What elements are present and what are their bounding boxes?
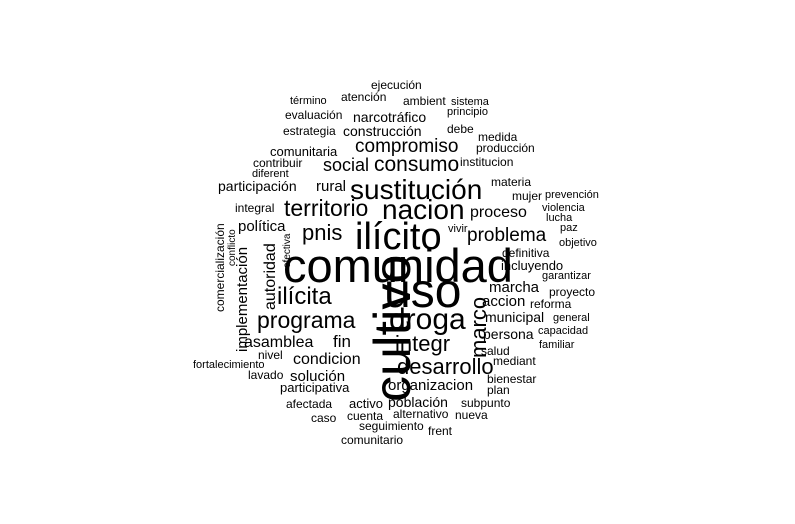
word-materia: materia — [491, 175, 532, 189]
word-accion: accion — [482, 293, 526, 310]
word-pnis: pnis — [302, 220, 343, 245]
word-lucha: lucha — [546, 212, 573, 224]
word-familiar: familiar — [539, 339, 575, 351]
word-fin: fin — [333, 332, 351, 351]
word-municipal: municipal — [485, 309, 545, 325]
word-comunidad: comunidad — [283, 239, 513, 292]
word-evaluacion: evaluación — [285, 108, 343, 122]
word-institucion: institucion — [460, 155, 514, 169]
word-produccion: producción — [476, 141, 535, 155]
word-ejecucion: ejecución — [371, 78, 422, 92]
word-ambient: ambient — [403, 94, 446, 108]
word-autoridad: autoridad — [262, 243, 279, 310]
word-sustitucion: sustitución — [350, 174, 483, 205]
word-capacidad: capacidad — [538, 325, 589, 337]
word-activo: activo — [349, 396, 383, 411]
word-desarrollo: desarrollo — [397, 354, 494, 379]
word-comunitario: comunitario — [341, 433, 404, 447]
word-consumo: consumo — [374, 153, 460, 176]
word-droga: droga — [389, 303, 466, 336]
word-poblacion: población — [388, 394, 448, 410]
word-general: general — [553, 312, 590, 324]
word-garantizar: garantizar — [542, 270, 591, 282]
word-nacion: nacion — [382, 194, 465, 225]
word-atencion: atención — [341, 90, 387, 104]
word-organizacion: organizacion — [388, 377, 474, 394]
word-integr: integr — [395, 331, 451, 356]
word-incluyendo: incluyendo — [501, 258, 564, 273]
word-principio: principio — [447, 106, 488, 118]
word-debe: debe — [447, 122, 474, 136]
word-participativa: participativa — [280, 380, 350, 395]
word-participacion: participación — [218, 178, 297, 194]
word-mediant: mediant — [493, 354, 536, 368]
word-vivir: vivir — [448, 223, 468, 235]
word-comunitaria: comunitaria — [270, 144, 338, 159]
word-construccion: construcción — [343, 123, 422, 139]
word-definitiva: definitiva — [502, 246, 550, 260]
word-programa: programa — [257, 307, 356, 333]
word-contribuir: contribuir — [253, 156, 303, 170]
word-integral: integral — [235, 201, 275, 215]
word-fortalecimiento: fortalecimiento — [193, 359, 265, 371]
word-uso: uso — [384, 265, 462, 318]
word-seguimiento: seguimiento — [359, 419, 424, 433]
word-termino: término — [290, 95, 327, 107]
word-social: social — [323, 155, 370, 175]
word-nueva: nueva — [455, 408, 488, 422]
word-rural: rural — [316, 178, 347, 195]
word-afectada: afectada — [286, 397, 333, 411]
word-violencia: violencia — [542, 202, 585, 214]
word-caso: caso — [311, 411, 337, 425]
word-subpunto: subpunto — [461, 396, 511, 410]
word-persona: persona — [483, 326, 534, 342]
word-medida: medida — [478, 130, 518, 144]
word-diferent: diferent — [252, 168, 289, 180]
word-mujer: mujer — [512, 189, 543, 203]
word-efectiva: efectiva — [282, 233, 293, 268]
word-paz: paz — [560, 222, 578, 234]
word-proyecto: proyecto — [549, 285, 596, 299]
word-politica: política — [238, 218, 286, 235]
word-sistema: sistema — [451, 96, 489, 108]
word-ilicita: ilícita — [277, 283, 332, 310]
word-narcotrafico: narcotráfico — [353, 109, 427, 125]
word-reforma: reforma — [530, 297, 572, 311]
word-ilicito: ilícito — [355, 216, 442, 258]
word-frent: frent — [428, 424, 453, 438]
word-asamblea: asamblea — [244, 334, 314, 351]
word-objetivo: objetivo — [559, 237, 597, 249]
word-conflicto: conflicto — [227, 229, 238, 266]
word-comercializacion: comercialización — [213, 223, 227, 312]
word-lavado: lavado — [248, 368, 284, 382]
word-proceso: proceso — [470, 204, 527, 221]
word-estrategia: estrategia — [283, 124, 336, 138]
word-plan: plan — [487, 383, 510, 397]
word-solucion: solución — [290, 368, 346, 385]
word-condicion: condicion — [293, 351, 361, 368]
word-compromiso: compromiso — [355, 136, 459, 157]
word-bienestar: bienestar — [487, 372, 537, 386]
word-nivel: nivel — [258, 348, 283, 362]
word-problema: problema — [467, 225, 547, 246]
word-alternativo: alternativo — [393, 407, 449, 421]
word-cuenta: cuenta — [347, 409, 384, 423]
word-territorio: territorio — [284, 195, 369, 221]
word-prevencion: prevención — [545, 189, 599, 201]
word-salud: salud — [481, 344, 510, 358]
word-marcha: marcha — [489, 279, 540, 296]
